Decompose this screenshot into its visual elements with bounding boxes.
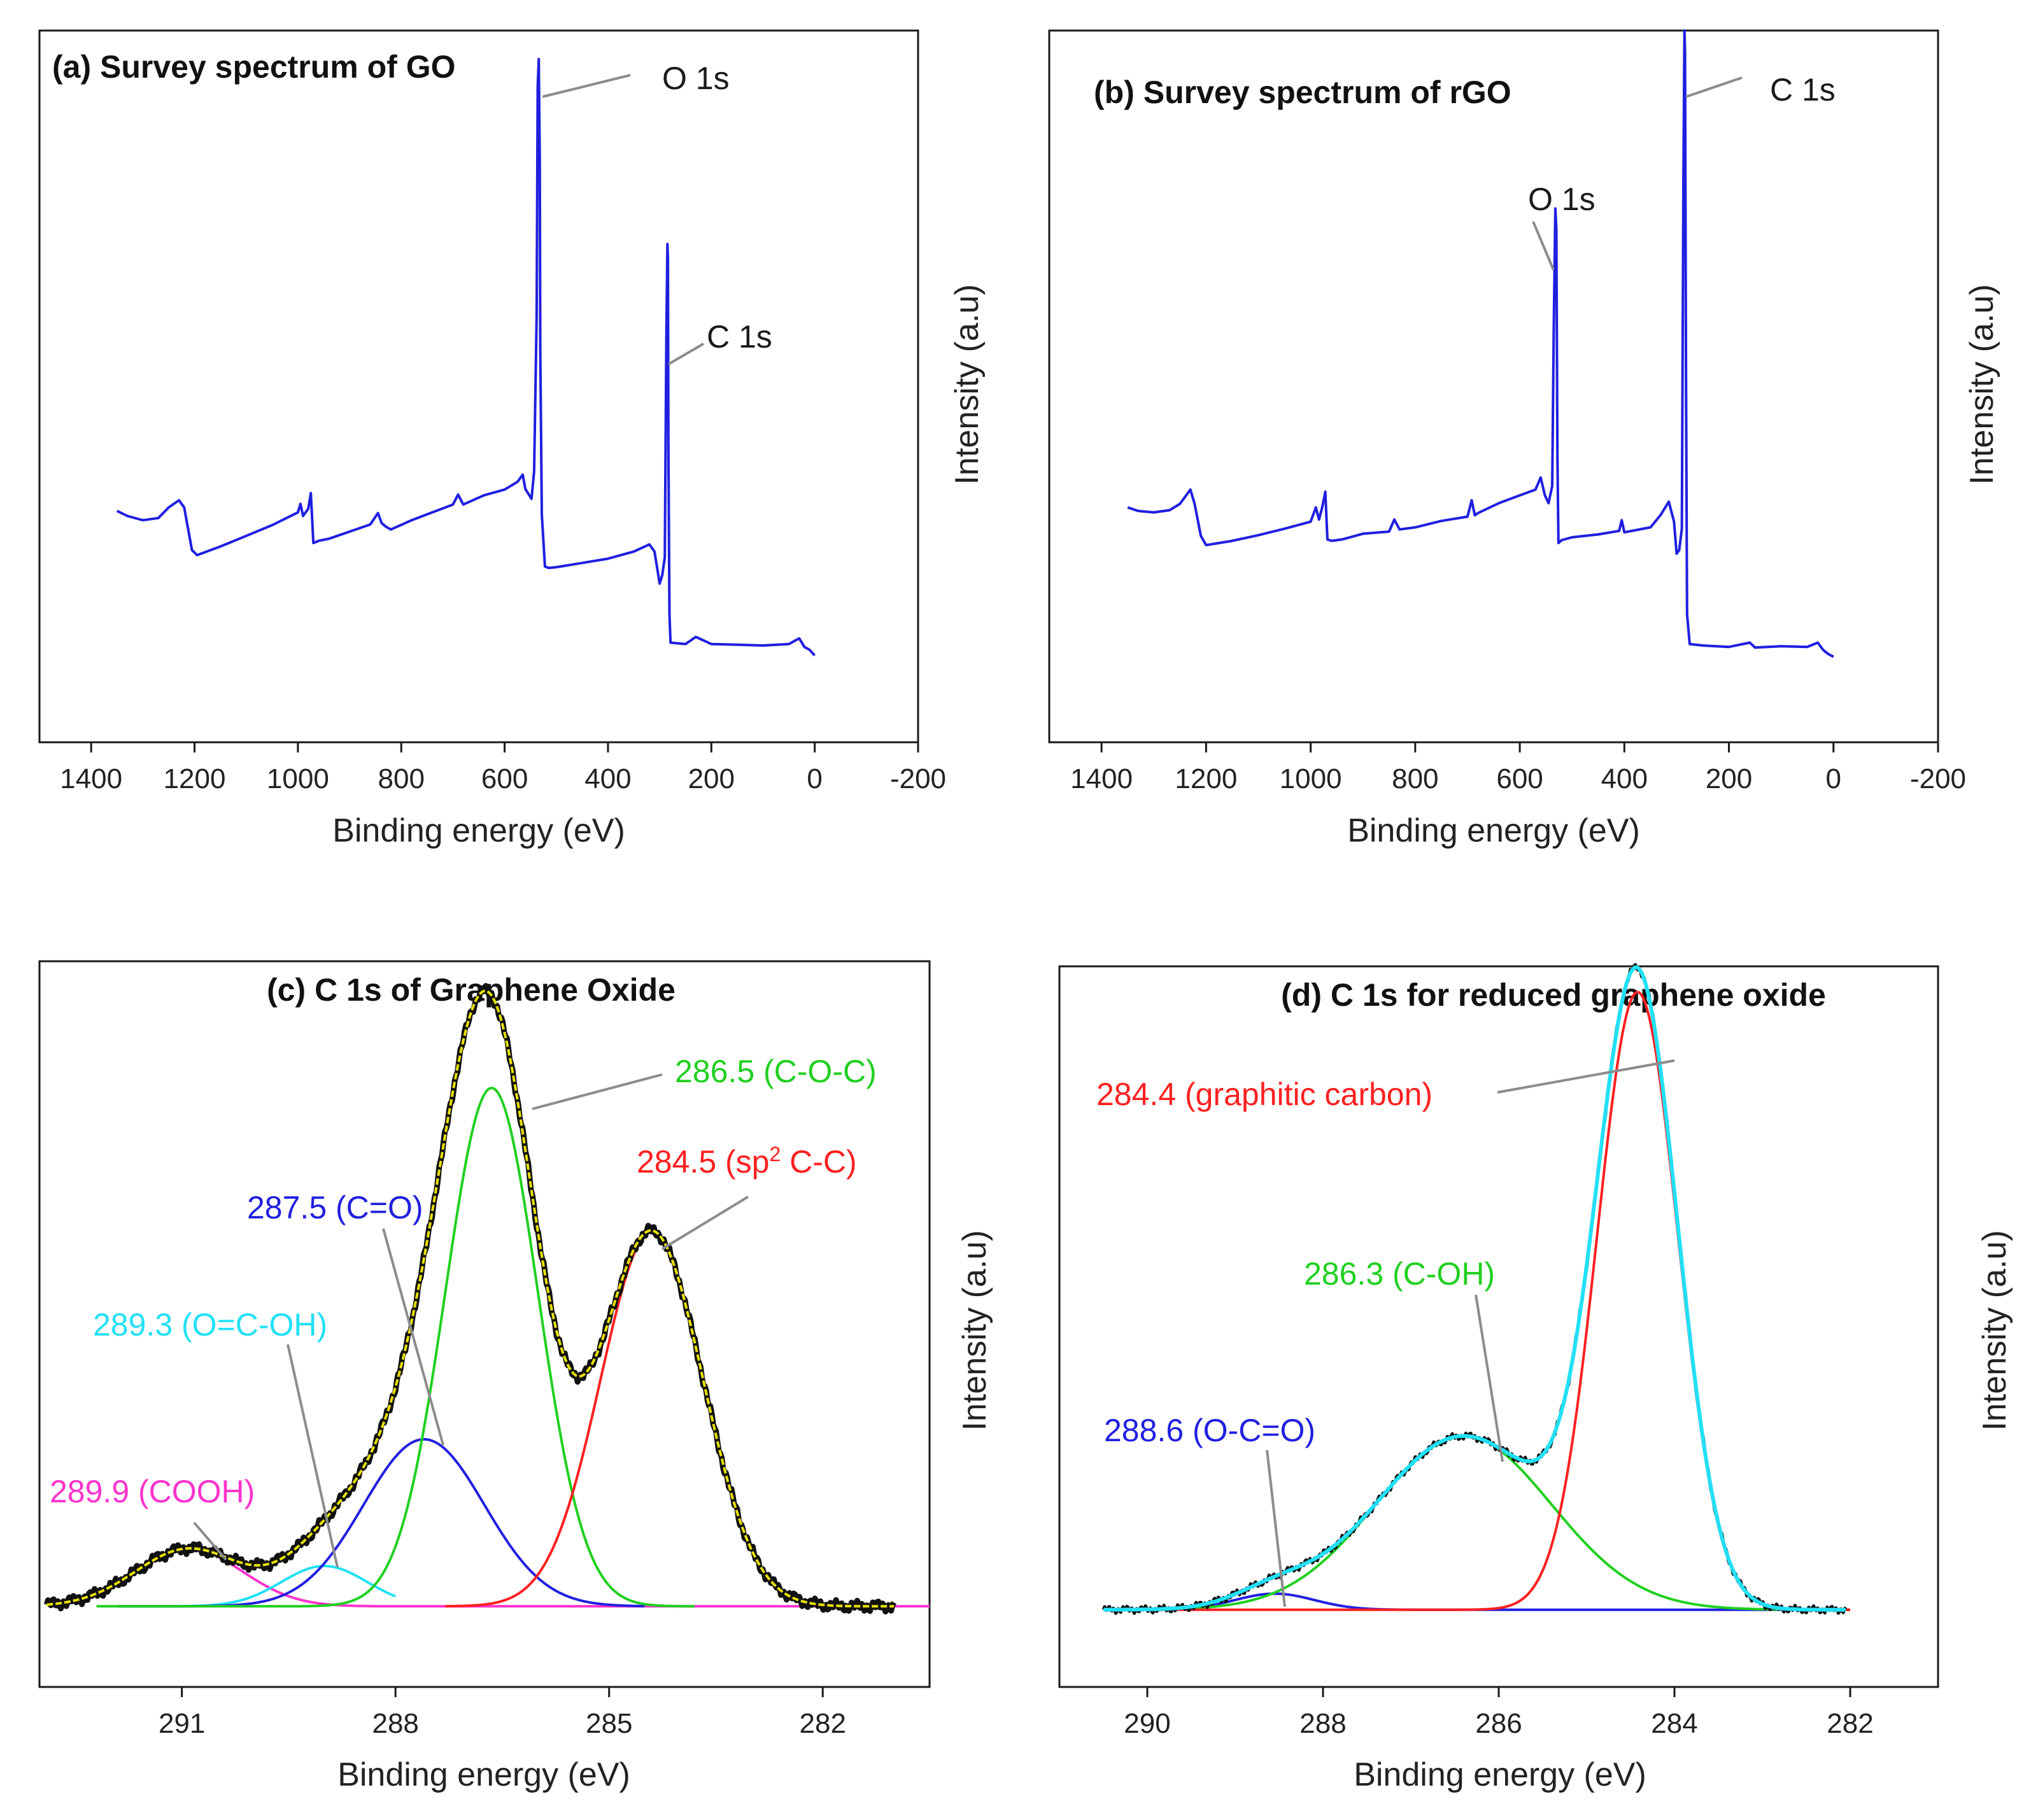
panel-c-series-envelope-fit: [46, 989, 895, 1608]
panel-a-title: (a) Survey spectrum of GO: [52, 49, 456, 85]
panel-c-o-c-oh-annotation: 289.3 (O=C-OH): [93, 1307, 327, 1343]
panel-a-x-tick-label: 400: [584, 763, 631, 794]
panel-b-series-rgo-survey: [1127, 29, 1834, 658]
panel-a-x-tick-label: 200: [688, 763, 735, 794]
panel-a-frame: [38, 29, 919, 744]
panel-b-x-axis-label: Binding energy (eV): [1347, 812, 1640, 849]
panel-a-o1s-annotation: O 1s: [662, 60, 730, 96]
panel-b-c1s-leader: [1685, 76, 1743, 98]
panel-b-c1s-annotation: C 1s: [1770, 72, 1836, 108]
panel-d-y-axis-label: Intensity (a.u): [1976, 1230, 2013, 1430]
panel-b-y-axis-label: Intensity (a.u): [1964, 284, 2000, 484]
panel-a-x-tick-label: 0: [807, 763, 822, 794]
panel-c-x-ticks: 291 288 285 282: [159, 1687, 846, 1739]
panel-c-x-tick-label: 288: [372, 1708, 418, 1739]
panel-c-o-c-oh-leader: [287, 1344, 339, 1568]
panel-d-x-tick-label: 288: [1299, 1708, 1346, 1739]
panel-a-x-tick-label: 600: [481, 763, 528, 794]
panel-a-x-tick-label: 1200: [164, 763, 226, 794]
panel-c-sp2-leader: [661, 1196, 749, 1250]
panel-b-x-tick-label: 0: [1826, 763, 1841, 794]
panel-d-x-tick-label: 284: [1651, 1708, 1697, 1739]
panel-b-x-tick-label: 200: [1706, 763, 1752, 794]
panel-a-c1s-annotation: C 1s: [707, 319, 772, 355]
panel-b-o1s-leader: [1532, 221, 1555, 271]
panel-c-x-tick-label: 282: [800, 1708, 846, 1739]
panel-b-x-tick-label: 1400: [1070, 763, 1133, 794]
panel-b-x-tick-label: 600: [1496, 763, 1543, 794]
panel-d-o-c-o-annotation: 288.6 (O-C=O): [1104, 1413, 1315, 1448]
panel-b-x-tick-label: 400: [1601, 763, 1648, 794]
panel-d-frame: [1058, 965, 1939, 1688]
panel-a-x-tick-label: 1400: [60, 763, 122, 794]
panel-d-x-tick-label: 282: [1827, 1708, 1873, 1739]
panel-c-frame: [38, 960, 931, 1688]
panel-b-x-tick-label: 1200: [1175, 763, 1237, 794]
panel-a-y-axis-label: Intensity (a.u): [949, 284, 986, 484]
panel-d-graphitic-leader: [1497, 1059, 1675, 1094]
panel-d: (d) C 1s for reduced graphene oxide 290 2…: [1058, 963, 2013, 1793]
panel-b-x-tick-label: 1000: [1280, 763, 1342, 794]
panel-c-c-o-c-annotation: 286.5 (C-O-C): [675, 1054, 877, 1089]
panel-c-x-tick-label: 285: [586, 1708, 632, 1739]
panel-c-x-tick-label: 291: [159, 1708, 205, 1739]
panel-d-graphitic-annotation: 284.4 (graphitic carbon): [1096, 1076, 1433, 1112]
panel-c-sp2-annotation: 284.5 (sp2 C-C): [637, 1143, 857, 1180]
panel-c-series-c-o-c: [96, 1087, 695, 1608]
panel-a-series-go-survey: [116, 57, 816, 656]
panel-d-x-ticks: 290 288 286 284 282: [1124, 1687, 1874, 1739]
panel-d-c-oh-leader: [1475, 1294, 1504, 1462]
panel-c-title: (c) C 1s of Graphene Oxide: [267, 972, 676, 1008]
panel-a-x-axis-label: Binding energy (eV): [332, 812, 625, 849]
panel-a-x-tick-label: -200: [890, 763, 946, 794]
panel-c-series-cooh: [117, 1547, 930, 1608]
panel-a: (a) Survey spectrum of GO 1400 1200 1000 80…: [38, 29, 986, 849]
panel-a-c1s-leader: [667, 342, 705, 365]
panel-b-title: (b) Survey spectrum of rGO: [1094, 74, 1511, 110]
panel-d-title: (d) C 1s for reduced graphene oxide: [1281, 977, 1826, 1013]
panel-b-x-tick-label: 800: [1392, 763, 1438, 794]
panel-d-series-envelope-fit: [1102, 965, 1847, 1612]
panel-c: (c) C 1s of Graphene Oxide 291 288 285 282 …: [38, 960, 993, 1793]
panel-b: (b) Survey spectrum of rGO 1400 1200 1000 8…: [1048, 29, 2000, 849]
panel-a-x-tick-label: 1000: [267, 763, 329, 794]
panel-c-cooh-annotation: 289.9 (COOH): [50, 1474, 255, 1509]
panel-c-cooh-leader: [193, 1521, 227, 1561]
panel-c-c-o-annotation: 287.5 (C=O): [247, 1190, 423, 1225]
panel-b-o1s-annotation: O 1s: [1528, 181, 1596, 217]
panel-b-x-tick-label: -200: [1910, 763, 1966, 794]
panel-b-x-ticks: 1400 1200 1000 800 600 400 200 0 -200: [1070, 742, 1966, 794]
panel-a-x-tick-label: 800: [378, 763, 425, 794]
panel-c-series-sp2-c-c: [445, 1231, 781, 1608]
panel-a-x-ticks: 1400 1200 1000 800 600 400 200 0 -200: [60, 742, 946, 794]
panel-a-o1s-leader: [542, 74, 631, 98]
panel-d-x-tick-label: 290: [1124, 1708, 1170, 1739]
panel-d-c-oh-annotation: 286.3 (C-OH): [1304, 1256, 1495, 1292]
panel-b-frame: [1048, 29, 1939, 744]
panel-c-c-o-c-leader: [532, 1073, 663, 1110]
panel-d-o-c-o-leader: [1266, 1450, 1286, 1607]
panel-c-y-axis-label: Intensity (a.u): [956, 1230, 993, 1430]
panel-c-c-o-leader: [382, 1228, 444, 1446]
panel-c-x-axis-label: Binding energy (eV): [337, 1756, 630, 1793]
panel-d-x-axis-label: Binding energy (eV): [1354, 1756, 1646, 1793]
panel-d-x-tick-label: 286: [1475, 1708, 1522, 1739]
